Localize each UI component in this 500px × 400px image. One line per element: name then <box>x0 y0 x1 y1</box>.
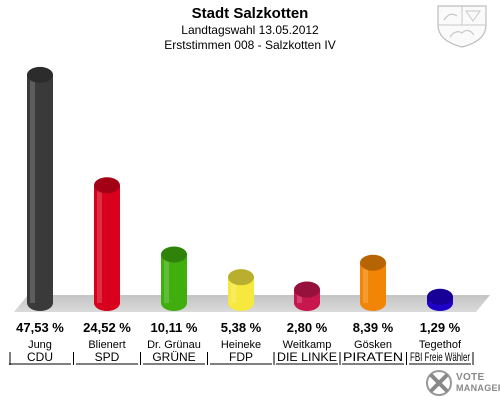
chart-subtitle-election: Landtagswahl 13.05.2012 <box>181 23 319 37</box>
value-label: 2,80 % <box>287 320 328 335</box>
value-label: 5,38 % <box>221 320 262 335</box>
bar-fbi-freie-wähler <box>427 288 453 311</box>
value-label: 1,29 % <box>420 320 461 335</box>
bar-fdp <box>228 269 254 311</box>
bar-top <box>294 281 320 298</box>
bar-top <box>94 177 120 194</box>
vote-manager-x-icon <box>426 370 452 396</box>
chart-title: Stadt Salzkotten <box>191 5 309 22</box>
bar-highlight <box>164 254 169 303</box>
bar-highlight <box>231 277 236 303</box>
logo-text-manager: MANAGER <box>456 383 500 393</box>
party-label: DIE LINKE <box>277 350 337 364</box>
bar-cdu <box>27 66 53 311</box>
candidate-label: Dr. Grünau <box>147 339 201 351</box>
bar-body <box>94 185 120 311</box>
bar-highlight <box>363 262 368 303</box>
bars-group <box>27 66 453 311</box>
vote-manager-logo: VOTE MANAGER <box>426 366 500 400</box>
candidate-label: Weitkamp <box>283 339 332 351</box>
nrw-coat-of-arms-icon <box>437 5 487 48</box>
bar-body <box>161 254 187 311</box>
bar-spd <box>94 177 120 311</box>
party-label: PIRATEN <box>343 350 403 364</box>
bar-body <box>27 74 53 311</box>
candidate-label: Blienert <box>88 339 125 351</box>
party-label: CDU <box>27 350 53 364</box>
value-label: 47,53 % <box>16 320 64 335</box>
value-label: 24,52 % <box>83 320 131 335</box>
bar-body <box>228 277 254 311</box>
bar-highlight <box>30 74 35 303</box>
candidate-label: Heineke <box>221 339 261 351</box>
value-label: 10,11 % <box>151 320 198 335</box>
bar-body <box>360 262 386 311</box>
bar-top <box>228 269 254 286</box>
candidate-label: Gösken <box>354 339 392 351</box>
party-label: FBI Freie Wähler <box>410 350 470 364</box>
bar-top <box>427 288 453 305</box>
chart-subtitle-district: Erststimmen 008 - Salzkotten IV <box>164 38 336 52</box>
party-label: SPD <box>95 350 120 364</box>
bar-top <box>360 254 386 271</box>
party-label: GRÜNE <box>152 350 195 364</box>
bar-top <box>27 66 53 83</box>
bar-die-linke <box>294 281 320 311</box>
party-label: FDP <box>229 350 253 364</box>
candidate-label: Jung <box>28 339 52 351</box>
candidate-label: Tegethof <box>419 339 462 351</box>
bar-top <box>161 246 187 263</box>
logo-text-vote: VOTE <box>456 372 485 383</box>
value-label: 8,39 % <box>353 320 394 335</box>
bar-highlight <box>297 289 302 303</box>
bar-highlight <box>97 185 102 303</box>
bar-piraten <box>360 254 386 311</box>
bar-grüne <box>161 246 187 311</box>
